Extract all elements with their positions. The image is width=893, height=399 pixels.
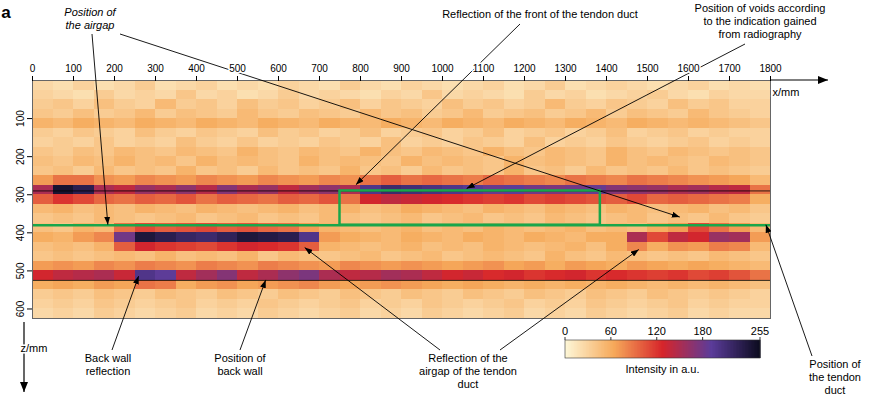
svg-text:100: 100 [15, 110, 26, 127]
svg-text:1000: 1000 [431, 63, 454, 74]
svg-text:Position ofthe tendonduct: Position ofthe tendonduct [809, 358, 862, 396]
svg-text:1600: 1600 [677, 63, 700, 74]
svg-text:Intensity in a.u.: Intensity in a.u. [626, 363, 700, 375]
svg-text:300: 300 [147, 63, 164, 74]
svg-text:a: a [1, 3, 11, 22]
svg-text:Position ofback wall: Position ofback wall [214, 352, 266, 377]
svg-text:255: 255 [751, 325, 769, 337]
svg-text:Position ofthe airgap: Position ofthe airgap [64, 6, 116, 31]
svg-text:400: 400 [15, 224, 26, 241]
svg-text:1200: 1200 [513, 63, 536, 74]
svg-text:1500: 1500 [636, 63, 659, 74]
svg-text:200: 200 [15, 148, 26, 165]
svg-text:1100: 1100 [473, 63, 495, 74]
svg-text:300: 300 [15, 186, 26, 203]
svg-text:500: 500 [15, 262, 26, 279]
svg-text:0: 0 [30, 63, 36, 74]
svg-text:1300: 1300 [554, 63, 577, 74]
svg-text:900: 900 [393, 63, 410, 74]
svg-text:z/mm: z/mm [21, 342, 48, 354]
svg-text:700: 700 [311, 63, 328, 74]
svg-text:1800: 1800 [759, 63, 782, 74]
svg-text:100: 100 [65, 63, 82, 74]
svg-text:0: 0 [562, 325, 568, 337]
svg-text:600: 600 [270, 63, 287, 74]
svg-text:Reflection of theairgap of the: Reflection of theairgap of the tendonduc… [419, 352, 517, 390]
svg-text:500: 500 [229, 63, 246, 74]
svg-text:60: 60 [605, 325, 617, 337]
svg-text:120: 120 [648, 325, 666, 337]
svg-text:Reflection of the front of the: Reflection of the front of the tendon du… [442, 8, 638, 20]
svg-text:200: 200 [106, 63, 123, 74]
svg-text:Back wallreflection: Back wallreflection [85, 352, 131, 377]
svg-text:800: 800 [352, 63, 369, 74]
svg-text:1400: 1400 [595, 63, 618, 74]
svg-text:400: 400 [188, 63, 205, 74]
svg-text:Position of voids accordingto: Position of voids accordingto the indica… [695, 2, 826, 40]
svg-text:600: 600 [15, 300, 26, 317]
svg-text:1700: 1700 [718, 63, 741, 74]
svg-text:180: 180 [693, 325, 711, 337]
svg-text:x/mm: x/mm [773, 86, 800, 98]
